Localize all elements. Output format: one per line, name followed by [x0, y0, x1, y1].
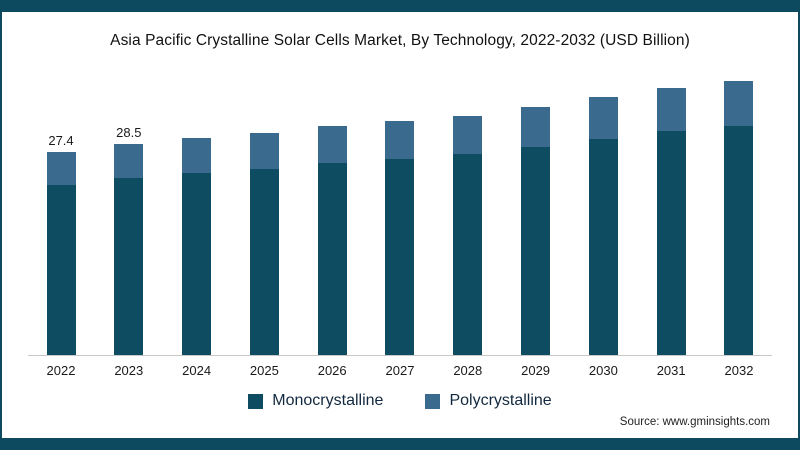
- polycrystalline-segment: [656, 87, 686, 131]
- x-axis-tick-label: 2026: [317, 363, 347, 378]
- legend-label-poly: Polycrystalline: [449, 392, 552, 409]
- stacked-bar-2028: [453, 116, 483, 355]
- bar-column: [311, 126, 353, 355]
- stacked-bar-2031: [656, 87, 686, 355]
- monocrystalline-segment: [588, 138, 618, 355]
- x-axis-tick-label: 2027: [385, 363, 415, 378]
- monocrystalline-segment: [521, 147, 551, 355]
- polycrystalline-segment: [724, 81, 754, 126]
- stacked-bar-2032: [724, 81, 754, 355]
- bar-column: [243, 133, 285, 355]
- polycrystalline-segment: [46, 152, 76, 185]
- source-attribution: Source: www.gminsights.com: [619, 416, 770, 428]
- x-axis-tick-label: 2023: [114, 363, 144, 378]
- monocrystalline-segment: [182, 172, 212, 355]
- stacked-bar-2027: [385, 121, 415, 355]
- x-axis-tick-label: 2028: [453, 363, 483, 378]
- chart-title: Asia Pacific Crystalline Solar Cells Mar…: [110, 32, 690, 49]
- stacked-bar-2026: [317, 126, 347, 355]
- monocrystalline-segment: [46, 184, 76, 355]
- x-axis-tick-label: 2031: [656, 363, 686, 378]
- monocrystalline-segment: [249, 168, 279, 355]
- x-axis-tick-label: 2030: [588, 363, 618, 378]
- bar-column: [582, 97, 624, 355]
- stacked-bar-2022: [46, 152, 76, 355]
- top-accent-bar: [2, 0, 798, 12]
- monocrystalline-segment: [114, 178, 144, 355]
- polycrystalline-segment: [385, 121, 415, 159]
- legend-item-monocrystalline: Monocrystalline: [248, 392, 383, 410]
- legend: Monocrystalline Polycrystalline: [28, 392, 772, 410]
- legend-swatch-mono: [248, 393, 264, 409]
- legend-item-polycrystalline: Polycrystalline: [425, 392, 552, 410]
- bar-column: [718, 81, 760, 355]
- polycrystalline-segment: [182, 138, 212, 173]
- monocrystalline-segment: [656, 130, 686, 355]
- x-axis-tick-label: 2024: [182, 363, 212, 378]
- stacked-bar-2023: [114, 144, 144, 355]
- x-axis-tick-label: 2032: [724, 363, 754, 378]
- x-axis-tick-label: 2025: [249, 363, 279, 378]
- stacked-bar-2024: [182, 138, 212, 355]
- stacked-bar-2029: [521, 107, 551, 355]
- polycrystalline-segment: [588, 97, 618, 139]
- bar-column: 28.5: [108, 125, 150, 355]
- bar-column: 27.4: [40, 133, 82, 355]
- plot-area: 27.4 28.5: [28, 76, 772, 356]
- bar-value-label: 27.4: [48, 133, 74, 149]
- polycrystalline-segment: [453, 116, 483, 155]
- polycrystalline-segment: [521, 107, 551, 148]
- chart-content: Asia Pacific Crystalline Solar Cells Mar…: [2, 12, 798, 438]
- bar-column: [515, 107, 557, 355]
- bar-value-label: 28.5: [116, 125, 142, 141]
- stacked-bar-2025: [249, 133, 279, 355]
- legend-swatch-poly: [425, 393, 441, 409]
- x-axis-tick-label: 2029: [521, 363, 551, 378]
- bar-column: [447, 116, 489, 355]
- x-axis-tick-label: 2022: [46, 363, 76, 378]
- bottom-accent-bar: [2, 438, 798, 450]
- bar-column: [650, 87, 692, 355]
- monocrystalline-segment: [724, 125, 754, 355]
- monocrystalline-segment: [453, 154, 483, 355]
- monocrystalline-segment: [385, 158, 415, 355]
- bar-column: [379, 121, 421, 355]
- bar-column: [176, 138, 218, 355]
- monocrystalline-segment: [317, 162, 347, 355]
- stacked-bar-2030: [588, 97, 618, 355]
- x-axis-labels: 2022 2023 2024 2025 2026 2027 2028 2029 2030 2031…: [28, 363, 772, 378]
- polycrystalline-segment: [114, 144, 144, 179]
- polycrystalline-segment: [317, 126, 347, 163]
- polycrystalline-segment: [249, 133, 279, 169]
- legend-label-mono: Monocrystalline: [272, 392, 384, 409]
